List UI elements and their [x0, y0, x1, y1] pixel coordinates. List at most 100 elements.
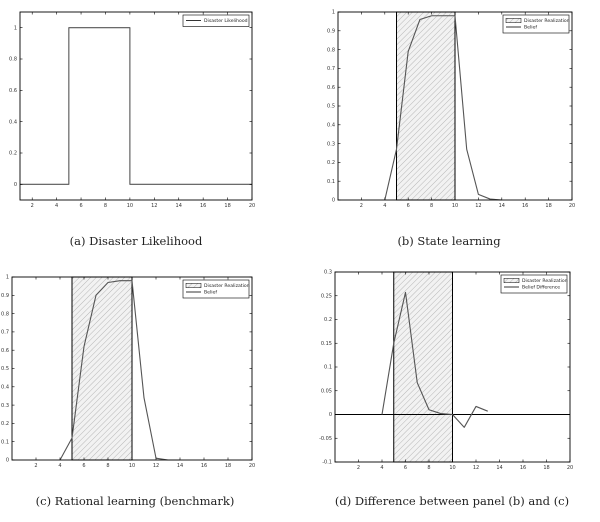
x-tick-label-a: 6 [79, 203, 82, 209]
chart-panel-d: 2 4 6 8 10 12 14 16 18 20 -0.1 -0.05 0 0.05 0.1 0.15 0.2… [319, 270, 573, 471]
x-tick-label-b: 16 [522, 203, 528, 209]
x-tick-label-c: 18 [225, 463, 231, 469]
x-tick-label-d: 12 [473, 465, 479, 471]
x-tick-label-a: 2 [31, 203, 34, 209]
y-tick-label-b: 0 [332, 198, 335, 204]
x-tick-label-d: 14 [496, 465, 502, 471]
chart-panel-a: 2 4 6 8 10 12 14 16 18 20 0 0.2 0.4 0.6 0.8 1 Disaster L… [9, 11, 255, 209]
y-tick-label-d: 0.1 [324, 365, 332, 371]
x-tick-label-c: 12 [153, 463, 159, 469]
x-tick-label-a: 10 [127, 203, 133, 209]
legend-label-b: Disaster Realization [524, 18, 570, 24]
x-tick-label-b: 4 [383, 203, 386, 209]
chart-panel-b: 2 4 6 8 10 12 14 16 18 20 0 0.1 0.2 0.3 0.4 0.5 0.6 0.7 0.… [327, 10, 575, 209]
x-tick-label-c: 16 [201, 463, 207, 469]
x-tick-label-d: 10 [449, 465, 455, 471]
series-line-d-0 [381, 291, 488, 428]
x-tick-label-c: 20 [249, 463, 255, 469]
x-tick-label-d: 6 [404, 465, 407, 471]
y-tick-label-c: 0.5 [1, 366, 9, 372]
y-tick-label-c: 0.4 [1, 385, 9, 391]
y-tick-label-c: 0.8 [1, 311, 9, 317]
y-tick-label-d: 0.05 [321, 388, 332, 394]
caption-d: (d) Difference between panel (b) and (c) [335, 494, 569, 508]
y-tick-label-a: 0.8 [9, 57, 17, 63]
y-tick-label-a: 1 [14, 25, 17, 31]
y-tick-label-b: 0.5 [327, 104, 335, 110]
y-tick-label-b: 0.3 [327, 141, 335, 147]
x-tick-label-d: 18 [543, 465, 549, 471]
y-tick-label-b: 0.8 [327, 47, 335, 53]
x-tick-label-d: 2 [357, 465, 360, 471]
x-tick-label-a: 4 [55, 203, 58, 209]
x-tick-label-c: 6 [82, 463, 85, 469]
x-tick-label-d: 4 [380, 465, 383, 471]
chart-panel-c: 2 4 6 8 10 12 14 16 18 20 0 0.1 0.2 0.3 0.4 0.5 0.6 0.7 0.… [1, 275, 255, 469]
y-tick-label-b: 0.9 [327, 29, 335, 35]
y-tick-label-d: 0.3 [324, 270, 332, 276]
y-tick-label-a: 0.2 [9, 151, 17, 157]
disaster-region-c [71, 276, 133, 461]
caption-c: (c) Rational learning (benchmark) [36, 494, 235, 508]
legend-swatch-d [503, 278, 520, 283]
y-tick-label-b: 0.1 [327, 179, 335, 185]
x-tick-label-c: 14 [177, 463, 183, 469]
legend-swatch-c [185, 283, 202, 288]
legend-swatch-b [505, 18, 522, 23]
plot-background-a [20, 12, 252, 200]
x-tick-label-b: 12 [475, 203, 481, 209]
y-tick-label-d: 0 [329, 412, 332, 418]
series-line-b-0 [384, 15, 502, 201]
x-tick-label-b: 10 [452, 203, 458, 209]
series-line-a-0 [20, 27, 252, 185]
y-tick-label-b: 1 [332, 10, 335, 16]
y-tick-label-c: 1 [6, 275, 9, 281]
x-tick-label-c: 4 [58, 463, 61, 469]
y-tick-label-b: 0.4 [327, 123, 335, 129]
y-tick-label-b: 0.7 [327, 66, 335, 72]
axes-frame-a [19, 11, 253, 201]
y-tick-label-c: 0 [6, 458, 9, 464]
x-tick-label-b: 6 [407, 203, 410, 209]
x-tick-label-a: 8 [104, 203, 107, 209]
x-tick-label-b: 8 [430, 203, 433, 209]
legend-label-c: Belief [204, 290, 217, 296]
y-tick-label-d: 0.25 [321, 293, 332, 299]
x-tick-label-b: 20 [569, 203, 575, 209]
x-tick-label-b: 2 [360, 203, 363, 209]
y-tick-label-c: 0.9 [1, 293, 9, 299]
y-tick-label-a: 0.4 [9, 119, 17, 125]
x-tick-label-a: 12 [151, 203, 157, 209]
x-tick-label-b: 14 [499, 203, 505, 209]
y-tick-label-c: 0.2 [1, 421, 9, 427]
y-tick-label-b: 0.2 [327, 160, 335, 166]
y-tick-label-a: 0.6 [9, 88, 17, 94]
y-tick-label-d: -0.1 [322, 460, 332, 466]
x-tick-label-c: 2 [34, 463, 37, 469]
caption-b: (b) State learning [397, 234, 501, 248]
y-tick-label-d: 0.15 [321, 341, 332, 347]
disaster-region-d [393, 271, 453, 463]
y-tick-label-d: 0.2 [324, 317, 332, 323]
x-tick-label-d: 20 [567, 465, 573, 471]
legend-label-c: Disaster Realization [204, 283, 250, 289]
x-tick-label-a: 18 [224, 203, 230, 209]
y-tick-label-c: 0.1 [1, 439, 9, 445]
legend-box-a [182, 14, 250, 27]
legend-label-a: Disaster Likelihood [204, 18, 248, 24]
x-tick-label-c: 10 [129, 463, 135, 469]
legend-label-d: Disaster Realization [522, 278, 568, 284]
y-tick-label-c: 0.6 [1, 348, 9, 354]
x-tick-label-a: 20 [249, 203, 255, 209]
legend-label-d: Belief Difference [522, 285, 560, 291]
x-tick-label-d: 8 [427, 465, 430, 471]
x-tick-label-c: 8 [106, 463, 109, 469]
caption-a: (a) Disaster Likelihood [70, 234, 203, 248]
y-tick-label-b: 0.6 [327, 85, 335, 91]
x-tick-label-a: 16 [200, 203, 206, 209]
x-tick-label-b: 18 [545, 203, 551, 209]
legend-label-b: Belief [524, 25, 537, 31]
series-line-c-0 [59, 280, 180, 461]
y-tick-label-d: -0.05 [319, 436, 332, 442]
